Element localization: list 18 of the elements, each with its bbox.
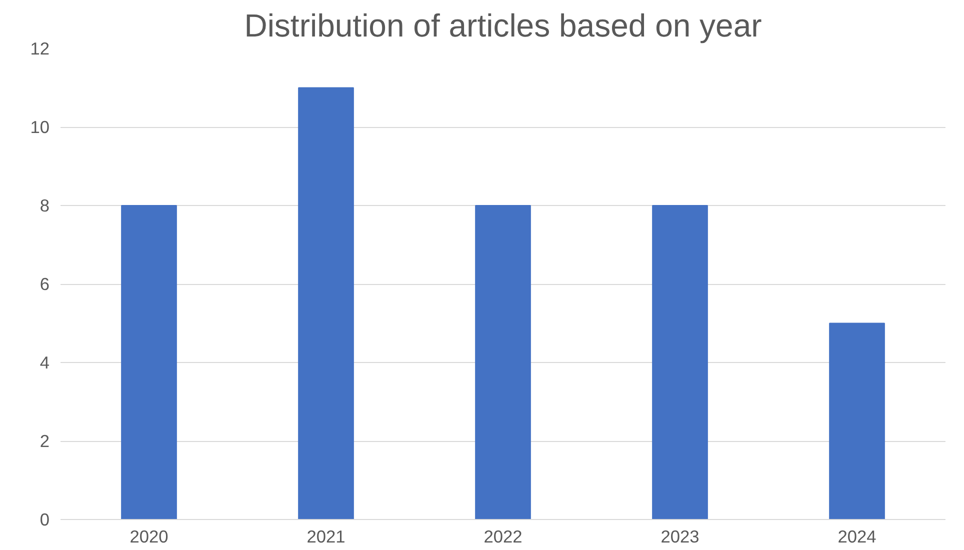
y-tick-label: 8 bbox=[40, 196, 50, 216]
bar bbox=[121, 205, 177, 520]
x-tick-label: 2021 bbox=[306, 526, 346, 546]
bar bbox=[298, 87, 354, 520]
bar bbox=[652, 205, 708, 520]
bar bbox=[829, 322, 885, 520]
bar bbox=[475, 205, 531, 520]
chart-title: Distribution of articles based on year bbox=[244, 8, 762, 44]
y-tick-label: 4 bbox=[40, 352, 50, 372]
y-tick-label: 6 bbox=[40, 274, 50, 294]
x-tick-label: 2024 bbox=[838, 526, 877, 546]
x-tick-label: 2022 bbox=[484, 526, 522, 546]
x-tick-label: 2023 bbox=[660, 526, 700, 546]
y-tick-label: 0 bbox=[40, 510, 50, 530]
y-tick-label: 2 bbox=[40, 431, 50, 451]
y-tick-label: 10 bbox=[30, 117, 50, 137]
x-tick-label: 2020 bbox=[130, 526, 168, 546]
y-tick-label: 12 bbox=[30, 38, 50, 58]
